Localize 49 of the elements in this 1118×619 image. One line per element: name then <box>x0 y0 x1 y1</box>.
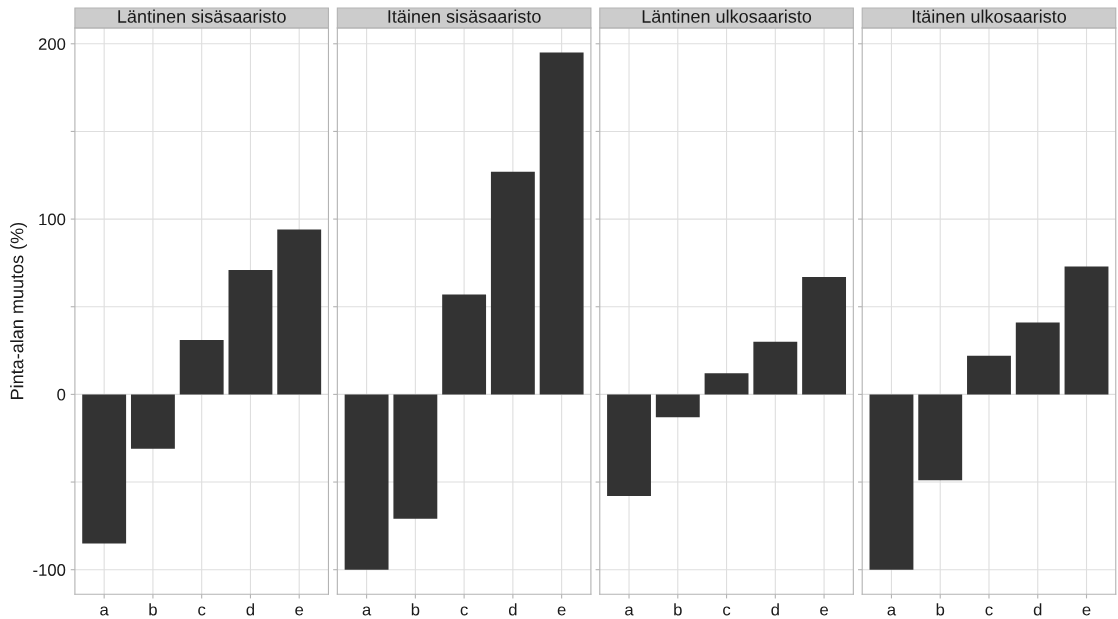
bar <box>1064 266 1109 395</box>
x-tick-label: b <box>411 603 420 616</box>
bar <box>82 394 127 544</box>
bar <box>277 229 322 395</box>
bar <box>918 394 963 481</box>
y-axis-title: Pinta-alan muutos (%) <box>10 222 27 399</box>
bar <box>344 394 389 570</box>
x-tick-label: a <box>100 606 109 616</box>
bar <box>607 394 651 497</box>
bar <box>802 276 847 395</box>
x-tick-label: b <box>674 603 682 616</box>
bar <box>1015 322 1060 395</box>
chart-title: Itäinen sisäsaaristo <box>388 9 541 23</box>
x-tick-label: e <box>295 606 304 616</box>
x-tick-label: c <box>198 606 206 616</box>
x-tick-label: c <box>460 606 468 616</box>
y-tick-label: -100 <box>33 564 66 576</box>
y-tick-label: 0 <box>57 388 66 401</box>
bar <box>967 355 1011 395</box>
x-tick-label: c <box>723 606 731 616</box>
y-tick-label: 100 <box>39 213 66 226</box>
bar <box>490 171 535 395</box>
x-tick-label: b <box>149 603 157 616</box>
x-tick-label: e <box>557 606 566 616</box>
x-tick-label: d <box>771 603 779 616</box>
bar <box>442 294 487 395</box>
bar <box>869 394 914 570</box>
chart-title: Läntinen sisäsaaristo <box>118 9 286 23</box>
x-tick-label: d <box>1033 603 1042 616</box>
x-tick-label: c <box>985 606 993 616</box>
bar <box>228 269 273 395</box>
chart-title: Läntinen ulkosaaristo <box>642 9 812 23</box>
bar <box>179 340 224 395</box>
y-tick-label: 200 <box>38 38 66 50</box>
x-tick-label: e <box>1082 606 1091 616</box>
chart-title: Itäinen ulkosaaristo <box>912 9 1067 23</box>
x-tick-label: a <box>362 606 372 616</box>
bar <box>130 394 175 449</box>
x-tick-label: a <box>625 606 634 616</box>
bar <box>704 373 749 395</box>
x-tick-label: d <box>246 603 255 616</box>
bar <box>539 52 584 395</box>
x-tick-label: a <box>887 606 897 616</box>
x-tick-label: e <box>820 606 828 616</box>
x-tick-label: b <box>936 603 945 616</box>
bar <box>753 341 798 395</box>
x-tick-label: d <box>508 603 517 616</box>
bar <box>393 394 438 519</box>
bar <box>655 394 700 418</box>
